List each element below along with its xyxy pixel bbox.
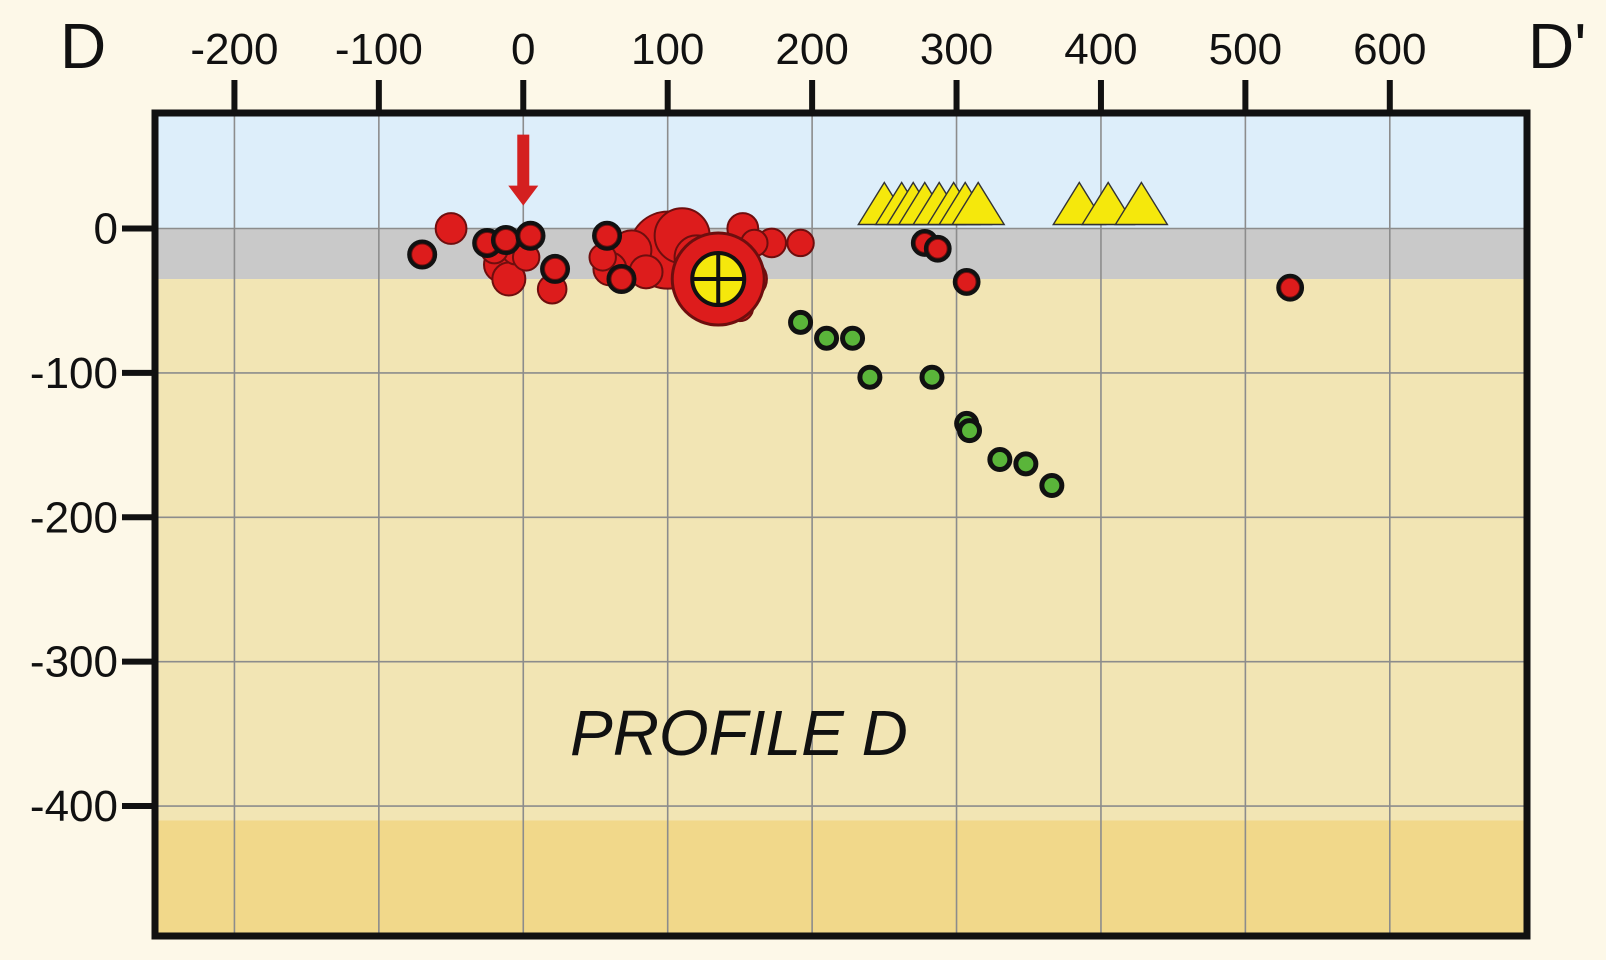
profile-title: PROFILE D — [570, 697, 908, 769]
red-event-circle-30 — [955, 271, 978, 293]
red-event-circle-23 — [493, 228, 518, 253]
x-tick-label-2: 0 — [511, 25, 535, 74]
axis-ticks: -200 -100 0 100 200 300 400 500 600 0 -100 -200 -300… — [30, 25, 1427, 831]
red-event-circle-26 — [595, 223, 620, 248]
layer-band-3 — [155, 820, 1527, 936]
red-event-circle-10 — [434, 212, 468, 245]
red-event-circle-31 — [1279, 276, 1302, 299]
green-event-circle-4 — [919, 364, 945, 390]
red-event-circle-21 — [410, 242, 435, 267]
y-tick-label-0: 0 — [94, 205, 118, 254]
plot-border — [151, 109, 1531, 940]
x-tick-label-4: 200 — [775, 25, 848, 74]
red-event-outline-27 — [606, 264, 637, 295]
green-event-circle-1 — [814, 325, 840, 351]
red-arrow-marker — [508, 134, 539, 206]
red-event-outline-29 — [923, 234, 952, 263]
layer-band-0 — [155, 113, 1527, 229]
green-event-circle-7 — [987, 447, 1013, 473]
depth-layers — [155, 113, 1527, 936]
left-end-label: D — [60, 10, 106, 82]
red-event-circle-20 — [786, 228, 815, 258]
green-event-circle-9 — [1039, 473, 1065, 499]
y-tick-label-2: -200 — [30, 493, 118, 542]
plot-frame — [151, 109, 1531, 940]
x-tick-label-6: 400 — [1064, 25, 1137, 74]
green-event-circle-6 — [957, 418, 983, 444]
data-marks — [407, 134, 1305, 499]
red-event-circle-25 — [543, 256, 568, 281]
x-tick-label-7: 500 — [1209, 25, 1282, 74]
red-event-circle-27 — [609, 267, 634, 292]
red-event-outline-26 — [592, 220, 623, 251]
layer-band-2 — [155, 279, 1527, 821]
station-triangle-7 — [950, 181, 1006, 226]
red-event-circle-24 — [518, 223, 543, 248]
station-triangle-10 — [1114, 181, 1169, 226]
green-event-circle-8 — [1013, 451, 1039, 477]
red-event-outline-25 — [540, 253, 571, 284]
y-tick-label-3: -300 — [30, 638, 118, 687]
y-tick-label-4: -400 — [30, 782, 118, 831]
red-event-outline-30 — [952, 268, 981, 296]
green-event-circle-0 — [788, 309, 814, 335]
x-tick-label-3: 100 — [631, 25, 704, 74]
y-tick-label-1: -100 — [30, 349, 118, 398]
right-end-label: D' — [1528, 10, 1586, 82]
red-event-outline-24 — [515, 220, 546, 251]
x-tick-label-0: -200 — [190, 25, 278, 74]
x-tick-label-8: 600 — [1353, 25, 1426, 74]
x-tick-label-5: 300 — [920, 25, 993, 74]
green-event-circle-3 — [857, 364, 883, 390]
x-tick-label-1: -100 — [335, 25, 423, 74]
layer-band-1 — [155, 228, 1527, 280]
red-event-outline-31 — [1276, 273, 1305, 302]
red-event-outline-21 — [407, 239, 438, 270]
red-event-circle-29 — [926, 237, 949, 260]
green-event-circle-2 — [840, 325, 866, 351]
